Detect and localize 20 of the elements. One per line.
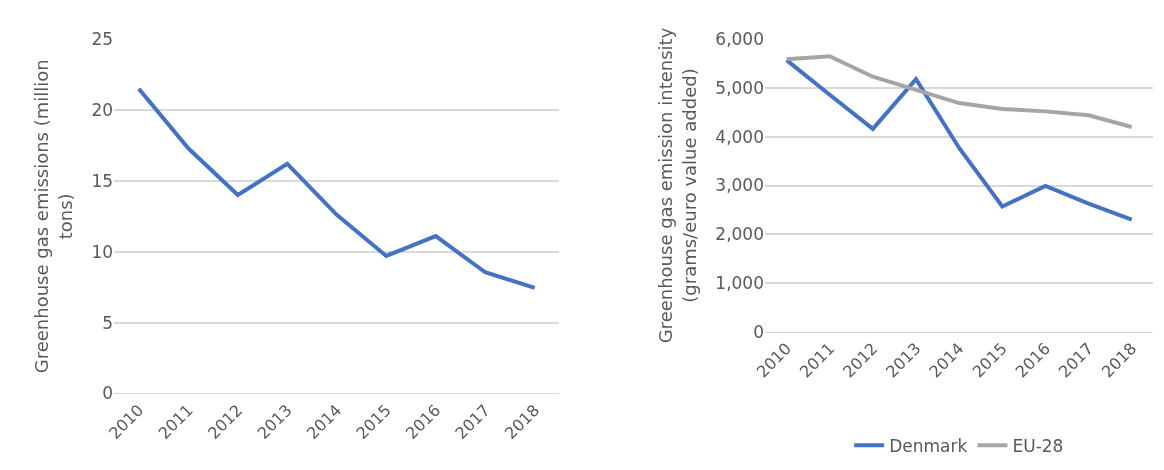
- y-tick-label: 1,000: [715, 272, 765, 293]
- y-tick-label: 5: [102, 312, 114, 333]
- y-tick-label: 5,000: [715, 77, 765, 98]
- y-tick-label: 4,000: [715, 126, 765, 147]
- y-axis-title: Greenhouse gas emission intensity (grams/euro value added): [655, 27, 700, 344]
- y-tick-label: 6,000: [715, 29, 765, 50]
- line-series: [784, 58, 1134, 222]
- y-axis-title: Greenhouse gas emissions (million tons): [31, 59, 76, 374]
- legend-label: Denmark: [889, 435, 968, 456]
- y-tick-label: 20: [91, 99, 114, 120]
- y-tick-label: 2,000: [715, 224, 765, 245]
- y-tick-label: 3,000: [715, 175, 765, 196]
- y-tick-label: 0: [753, 321, 765, 342]
- legend-label: EU-28: [1012, 435, 1064, 456]
- y-tick-label: 15: [91, 170, 114, 191]
- y-tick-label: 25: [91, 29, 114, 50]
- line-series: [784, 54, 1134, 129]
- y-tick-label: 10: [91, 241, 114, 262]
- y-tick-label: 0: [102, 383, 114, 404]
- line-series: [136, 86, 537, 290]
